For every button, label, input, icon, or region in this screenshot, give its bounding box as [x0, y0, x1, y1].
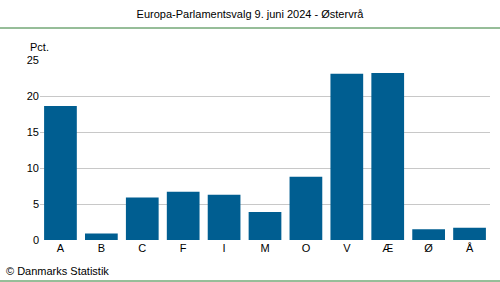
svg-text:Pct.: Pct. [30, 41, 49, 53]
svg-text:15: 15 [27, 126, 39, 138]
svg-text:I: I [223, 242, 226, 254]
svg-text:O: O [302, 242, 311, 254]
svg-text:F: F [180, 242, 187, 254]
svg-text:Å: Å [466, 242, 474, 254]
svg-text:© Danmarks Statistik: © Danmarks Statistik [6, 265, 109, 277]
svg-text:A: A [57, 242, 65, 254]
svg-text:Æ: Æ [382, 242, 393, 254]
svg-text:0: 0 [33, 234, 39, 246]
svg-text:V: V [343, 242, 351, 254]
svg-text:25: 25 [27, 54, 39, 66]
svg-text:5: 5 [33, 198, 39, 210]
svg-text:Europa-Parlamentsvalg 9. juni: Europa-Parlamentsvalg 9. juni 2024 - Øst… [137, 8, 365, 20]
svg-text:C: C [138, 242, 146, 254]
svg-text:B: B [98, 242, 105, 254]
svg-text:Ø: Ø [424, 242, 433, 254]
svg-text:10: 10 [27, 162, 39, 174]
svg-text:20: 20 [27, 90, 39, 102]
svg-text:M: M [260, 242, 269, 254]
